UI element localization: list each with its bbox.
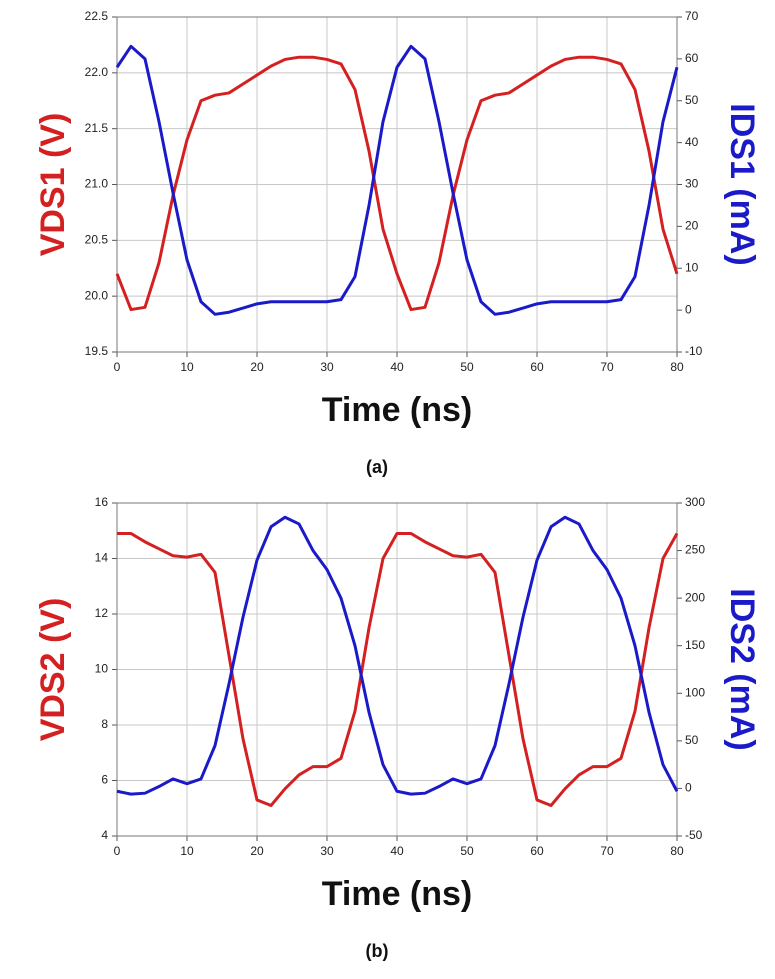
- x-tick-label: 50: [460, 844, 474, 858]
- y-tick-label: 12: [95, 606, 109, 620]
- x-tick-label: 0: [114, 360, 121, 374]
- x-tick-label: 40: [390, 844, 404, 858]
- x-tick-label: 10: [180, 360, 194, 374]
- x-tick-label: 20: [250, 844, 264, 858]
- y2-tick-label: 250: [685, 543, 705, 557]
- plot-frame: [116, 502, 678, 837]
- y2-tick-label: 200: [685, 590, 705, 604]
- x-tick-label: 60: [530, 844, 544, 858]
- x-tick-label: 80: [670, 844, 684, 858]
- y2-axis-label: IDS1 (mA): [723, 103, 761, 265]
- y2-tick-label: 10: [685, 260, 699, 274]
- y-tick-label: 20.0: [85, 288, 109, 302]
- y2-tick-label: 50: [685, 93, 699, 107]
- x-tick-label: 20: [250, 360, 264, 374]
- series-line: [115, 55, 679, 312]
- y2-tick-label: 20: [685, 219, 699, 233]
- y-axis-label: VDS2 (V): [34, 598, 72, 742]
- x-tick-label: 30: [320, 360, 334, 374]
- y-tick-label: 21.0: [85, 177, 109, 191]
- y2-tick-label: 300: [685, 495, 705, 509]
- y2-tick-label: 40: [685, 135, 699, 149]
- x-axis-label: Time (ns): [322, 391, 473, 429]
- x-tick-label: 80: [670, 360, 684, 374]
- x-tick-label: 70: [600, 360, 614, 374]
- y-tick-label: 10: [95, 662, 109, 676]
- y2-tick-label: -10: [685, 344, 703, 358]
- y-axis-label: VDS1 (V): [34, 113, 72, 257]
- x-axis-label: Time (ns): [322, 875, 473, 913]
- x-tick-label: 50: [460, 360, 474, 374]
- y-tick-label: 8: [101, 717, 108, 731]
- y-tick-label: 20.5: [85, 233, 109, 247]
- y-tick-label: 21.5: [85, 121, 109, 135]
- x-tick-label: 60: [530, 360, 544, 374]
- y-tick-label: 22.0: [85, 65, 109, 79]
- y2-tick-label: 0: [685, 302, 692, 316]
- y2-tick-label: 0: [685, 781, 692, 795]
- y-tick-label: 4: [101, 828, 108, 842]
- x-tick-label: 10: [180, 844, 194, 858]
- x-tick-label: 0: [114, 844, 121, 858]
- caption: (b): [366, 941, 389, 961]
- series-line: [116, 515, 679, 796]
- series-line: [117, 532, 679, 807]
- y2-tick-label: -50: [685, 828, 703, 842]
- plot-frame: [116, 16, 678, 353]
- x-tick-label: 40: [390, 360, 404, 374]
- y-tick-label: 6: [101, 773, 108, 787]
- x-tick-label: 30: [320, 844, 334, 858]
- y2-tick-label: 70: [685, 9, 699, 23]
- caption: (a): [366, 457, 388, 477]
- y-tick-label: 16: [95, 495, 109, 509]
- y-tick-label: 14: [95, 551, 109, 565]
- y2-tick-label: 30: [685, 177, 699, 191]
- series-line: [115, 44, 679, 316]
- x-tick-label: 70: [600, 844, 614, 858]
- y2-tick-label: 150: [685, 638, 705, 652]
- y2-tick-label: 100: [685, 685, 705, 699]
- y2-tick-label: 60: [685, 51, 699, 65]
- y-tick-label: 19.5: [85, 344, 109, 358]
- y2-axis-label: IDS2 (mA): [723, 588, 761, 750]
- y2-tick-label: 50: [685, 733, 699, 747]
- y-tick-label: 22.5: [85, 9, 109, 23]
